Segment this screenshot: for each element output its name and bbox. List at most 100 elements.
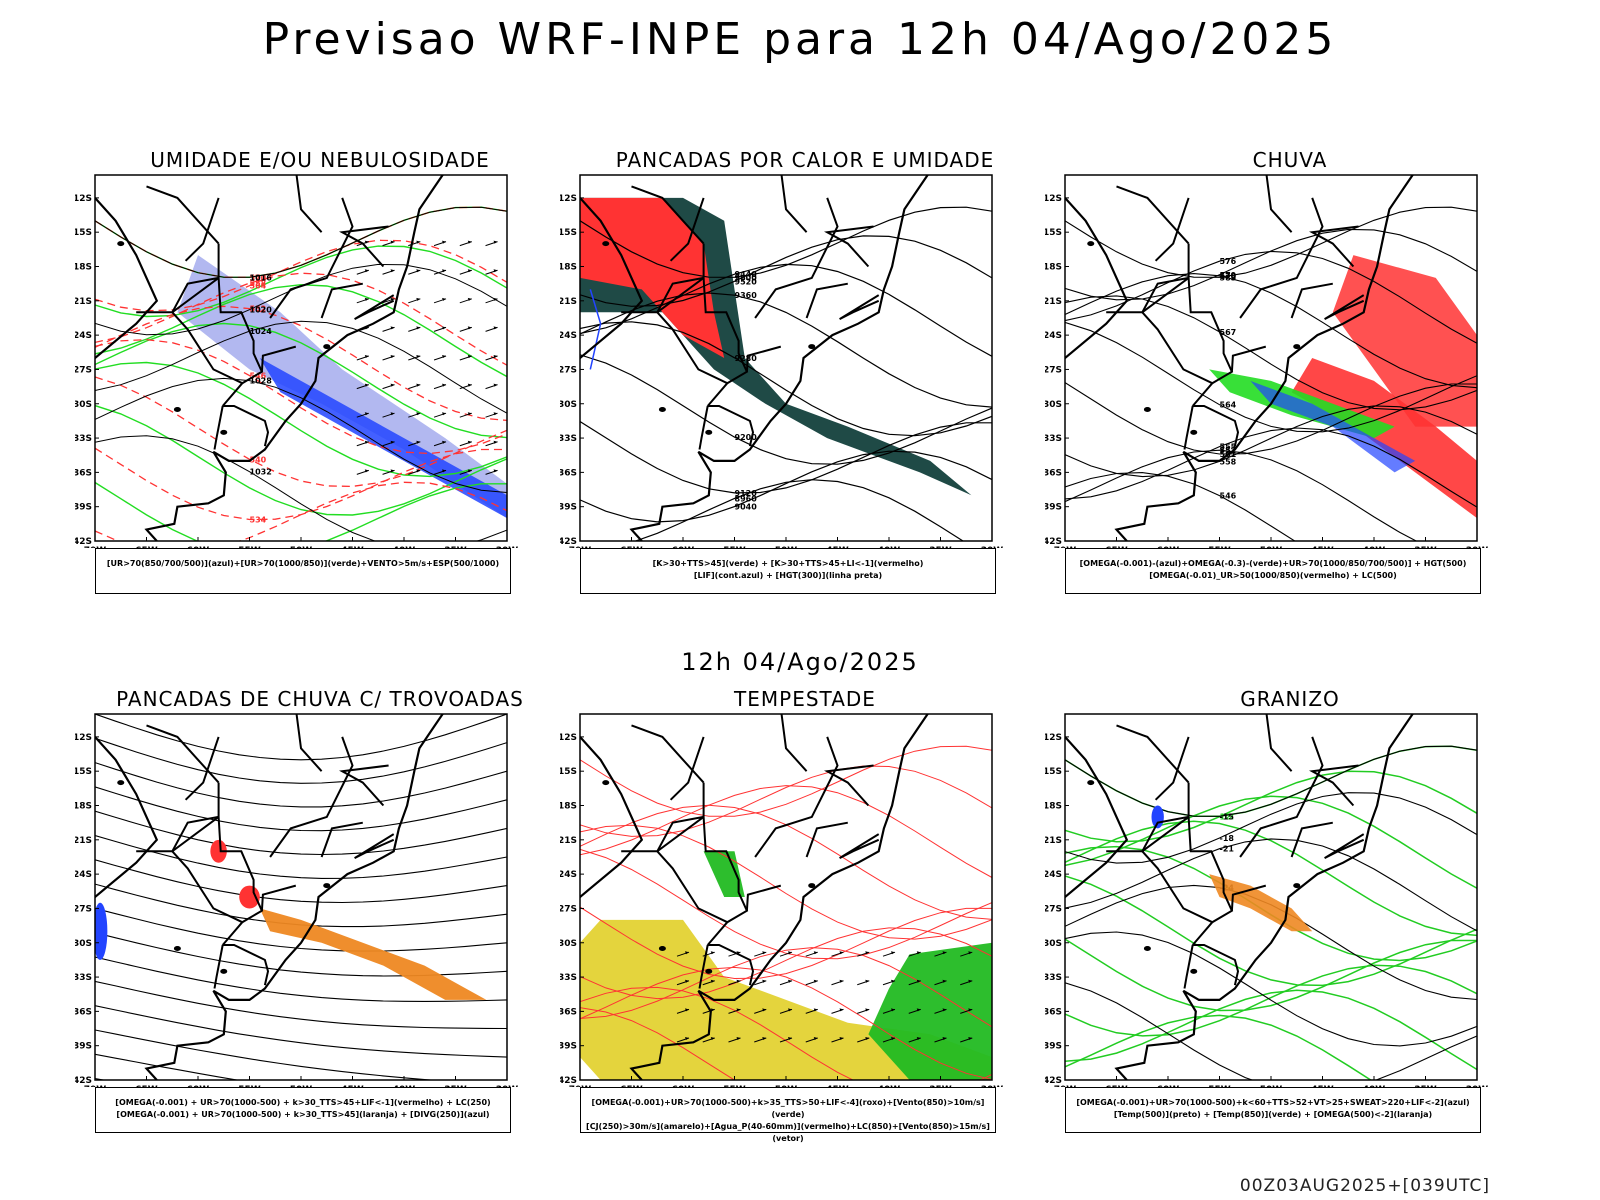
contour-label: 1028 bbox=[250, 377, 273, 386]
lon-tick-label: 55W bbox=[723, 1085, 746, 1087]
border-line bbox=[824, 225, 874, 268]
precipitable-water-contour bbox=[580, 765, 992, 837]
lake-mark bbox=[658, 406, 666, 412]
contour-label: 576 bbox=[1220, 257, 1237, 266]
contour-label: -12 bbox=[1220, 813, 1234, 822]
border-line bbox=[339, 764, 389, 807]
wind-850-vector-head bbox=[839, 979, 844, 983]
humidity-high-area bbox=[259, 358, 507, 519]
wind-850-green-area bbox=[868, 942, 992, 1080]
lat-tick-label: 27S bbox=[560, 365, 577, 375]
lon-tick-label: 60W bbox=[1157, 546, 1180, 548]
border-line bbox=[213, 944, 224, 989]
wind-vector-head bbox=[493, 440, 498, 444]
lat-tick-label: 24S bbox=[75, 870, 92, 880]
lat-tick-label: 39S bbox=[560, 1042, 577, 1052]
lat-tick-label: 27S bbox=[1045, 904, 1062, 914]
streamline bbox=[95, 956, 507, 1002]
lon-tick-label: 70W bbox=[569, 1085, 592, 1087]
rain-red-area bbox=[1332, 255, 1477, 427]
legend-line: [LIF](cont.azul) + [HGT(300)](linha pret… bbox=[693, 571, 883, 580]
lon-tick-label: 30W bbox=[981, 1085, 1004, 1087]
border-line bbox=[631, 724, 705, 784]
lat-tick-label: 15S bbox=[1045, 228, 1062, 238]
map-granizo: 12-12-15-18-21-2412S15S18S21S24S27S30S33… bbox=[1045, 713, 1488, 1087]
legend-line: [Temp(500)](preto) + [Temp(850)](verde) … bbox=[1113, 1110, 1433, 1119]
lat-tick-label: 18S bbox=[75, 802, 92, 812]
border-line bbox=[171, 311, 243, 385]
lat-tick-label: 12S bbox=[560, 733, 577, 743]
wind-vector-head bbox=[493, 355, 498, 358]
lon-tick-label: 60W bbox=[672, 1085, 695, 1087]
lon-tick-label: 50W bbox=[290, 1085, 313, 1087]
contour-label: 558 bbox=[250, 279, 267, 288]
border-line bbox=[339, 225, 389, 268]
wind-vector-head bbox=[390, 326, 395, 330]
contour-label: 8960 bbox=[735, 494, 758, 503]
lat-tick-label: 42S bbox=[560, 537, 577, 547]
contour-label: 9040 bbox=[735, 503, 758, 512]
coastline-east bbox=[1114, 714, 1414, 1080]
height-500-contour bbox=[1065, 472, 1296, 541]
pressure-contour bbox=[95, 206, 507, 278]
lon-tick-label: 65W bbox=[620, 546, 643, 548]
lon-tick-label: 55W bbox=[1208, 1085, 1231, 1087]
legend-line: [OMEGA(-0.001) + UR>70(1000-500) + k>30_… bbox=[115, 1098, 491, 1107]
border-line bbox=[754, 736, 839, 858]
contour-label: 9600 bbox=[735, 273, 758, 282]
border-line bbox=[702, 782, 749, 946]
streamline bbox=[95, 859, 507, 904]
border-line bbox=[260, 345, 297, 372]
contour-label: 570 bbox=[1220, 272, 1237, 281]
wind-vector-head bbox=[390, 383, 395, 387]
wind-vector-head bbox=[467, 412, 472, 416]
temp-850-contour bbox=[1065, 820, 1477, 937]
lat-tick-label: 30S bbox=[560, 939, 577, 949]
lon-tick-label: 55W bbox=[238, 546, 261, 548]
wind-vector-head bbox=[442, 469, 447, 473]
lake-mark bbox=[1143, 406, 1151, 412]
border-line bbox=[707, 944, 755, 986]
wind-vector-head bbox=[416, 326, 421, 330]
border-line bbox=[1116, 724, 1190, 784]
wind-850-vector-head bbox=[788, 1036, 792, 1040]
lat-tick-label: 33S bbox=[560, 973, 577, 983]
legend-line: [OMEGA(-0.01)_UR>50(1000/850)(vermelho) … bbox=[1149, 571, 1397, 580]
border-line bbox=[1309, 225, 1359, 268]
contour-label: 534 bbox=[250, 516, 267, 525]
page-title: Previsao WRF-INPE para 12h 04/Ago/2025 bbox=[262, 14, 1338, 65]
temp-500-contour bbox=[1065, 982, 1477, 1080]
wind-vector-head bbox=[467, 240, 472, 244]
lat-tick-label: 33S bbox=[75, 973, 92, 983]
border-line bbox=[745, 345, 782, 372]
wind-vector-head bbox=[416, 440, 421, 444]
coastline-east bbox=[144, 714, 444, 1080]
border-line bbox=[260, 884, 297, 911]
wind-850-vector-head bbox=[839, 951, 844, 955]
lat-tick-label: 33S bbox=[560, 434, 577, 444]
wind-850-vector-head bbox=[865, 1008, 870, 1012]
border-line bbox=[222, 405, 270, 447]
lon-tick-label: 40W bbox=[878, 1085, 901, 1087]
precipitable-water-contour bbox=[580, 745, 992, 817]
legend-line: [OMEGA(-0.001) + UR>70(1000-500) + k>30_… bbox=[116, 1110, 490, 1119]
lat-tick-label: 30S bbox=[75, 939, 92, 949]
run-timestamp: 00Z03AUG2025+[039UTC] bbox=[1239, 1176, 1490, 1196]
lon-tick-label: 30W bbox=[496, 546, 519, 548]
border-line bbox=[217, 782, 264, 946]
lon-tick-label: 45W bbox=[341, 1085, 364, 1087]
height-500-contour bbox=[1065, 405, 1477, 478]
contour-label: 552 bbox=[1220, 446, 1237, 455]
lat-tick-label: 18S bbox=[1045, 802, 1062, 812]
lake-mark bbox=[323, 344, 331, 350]
omega-blue-area bbox=[1250, 380, 1416, 473]
coastline-west bbox=[95, 197, 159, 361]
height-500-contour bbox=[1065, 273, 1477, 389]
temp-850-contour bbox=[1065, 938, 1477, 1012]
low-level-humidity-contour bbox=[95, 481, 507, 541]
wind-850-vector-head bbox=[968, 1008, 973, 1012]
coastline-east bbox=[629, 714, 929, 1080]
border-line bbox=[839, 294, 880, 320]
lat-tick-label: 18S bbox=[560, 263, 577, 273]
